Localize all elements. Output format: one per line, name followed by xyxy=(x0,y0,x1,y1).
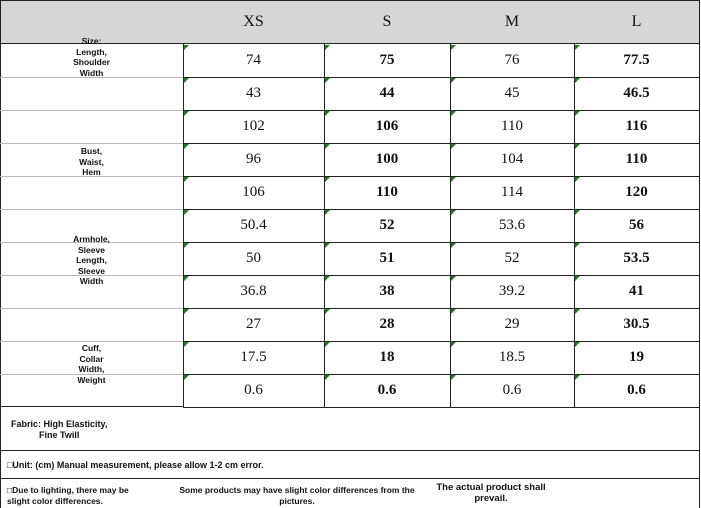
size-value: 41 xyxy=(574,275,700,309)
size-value: 17.5 xyxy=(183,341,325,375)
size-value: 43 xyxy=(183,77,325,111)
row-divider xyxy=(0,110,183,111)
size-value: 76 xyxy=(450,44,575,78)
size-value: 110 xyxy=(450,110,575,144)
side-label-line: Width, xyxy=(78,364,105,374)
size-value: 52 xyxy=(450,242,575,276)
row-divider xyxy=(0,242,183,243)
size-value: 18.5 xyxy=(450,341,575,375)
note: Some products may have slight color diff… xyxy=(169,485,425,507)
size-value: 51 xyxy=(324,242,451,276)
row-divider xyxy=(0,374,183,375)
size-value: 96 xyxy=(183,143,325,177)
size-value: 28 xyxy=(324,308,451,342)
note-line: prevail. xyxy=(474,493,508,504)
size-value: 110 xyxy=(324,176,451,210)
side-label-line: Sleeve xyxy=(78,265,105,276)
size-value: 74 xyxy=(183,44,325,78)
size-value: 27 xyxy=(183,308,325,342)
size-value: 50 xyxy=(183,242,325,276)
size-value: 29 xyxy=(450,308,575,342)
header-corner xyxy=(0,0,184,44)
row-divider xyxy=(0,77,183,78)
side-label-line: Weight xyxy=(77,374,106,385)
side-label-line: Width xyxy=(79,67,104,78)
side-label-line: Sleeve xyxy=(78,244,105,255)
size-value: 116 xyxy=(574,110,700,144)
row-divider xyxy=(0,275,183,276)
fabric-row: Fabric: High Elasticity, Fine Twill xyxy=(0,407,700,451)
side-label-line: Length, xyxy=(76,255,107,265)
side-label-line: Collar xyxy=(79,353,104,364)
side-label: Armhole, Sleeve Length, Sleeve Width xyxy=(0,234,183,287)
size-value: 36.8 xyxy=(183,275,325,309)
size-value: 53.6 xyxy=(450,209,575,243)
side-label-line: Waist, xyxy=(79,156,104,167)
unit-row: □Unit: (cm) Manual measurement, please a… xyxy=(0,451,700,479)
size-value: 19 xyxy=(574,341,700,375)
header-cell: M xyxy=(450,0,575,44)
row-divider xyxy=(0,143,183,144)
size-value: 56 xyxy=(574,209,700,243)
fabric-line: Fabric: High Elasticity, xyxy=(11,419,108,429)
size-value: 18 xyxy=(324,341,451,375)
note-line: The actual product shall xyxy=(436,482,546,493)
size-value: 104 xyxy=(450,143,575,177)
row-divider xyxy=(0,341,183,342)
row-divider xyxy=(0,209,183,210)
row-divider xyxy=(0,176,183,177)
size-value: 0.6 xyxy=(324,374,451,408)
size-value: 38 xyxy=(324,275,451,309)
size-value: 0.6 xyxy=(183,374,325,408)
size-value: 50.4 xyxy=(183,209,325,243)
header-cell: XS xyxy=(183,0,325,44)
side-label-line: Hem xyxy=(82,167,101,177)
note-line: Some products may have slight color diff… xyxy=(179,485,415,495)
size-value: 102 xyxy=(183,110,325,144)
note: The actual product shall prevail. xyxy=(431,482,551,504)
side-label-line: Armhole, xyxy=(73,234,110,244)
side-label-line: Shoulder xyxy=(73,57,110,67)
header-cell: L xyxy=(574,0,700,44)
note: □Due to lighting, there may be slight col… xyxy=(7,485,167,507)
row-divider xyxy=(0,308,183,309)
side-label: Bust, Waist, Hem xyxy=(0,146,183,178)
size-value: 44 xyxy=(324,77,451,111)
size-value: 106 xyxy=(324,110,451,144)
size-value: 46.5 xyxy=(574,77,700,111)
size-value: 45 xyxy=(450,77,575,111)
side-label-line: Length, xyxy=(76,46,107,57)
note-line: slight color differences. xyxy=(7,496,103,506)
side-column xyxy=(0,44,184,407)
side-label-line: Cuff, xyxy=(81,343,102,353)
note-line: pictures. xyxy=(279,496,315,506)
header-cell: S xyxy=(324,0,451,44)
size-value: 106 xyxy=(183,176,325,210)
size-value: 0.6 xyxy=(450,374,575,408)
size-value: 114 xyxy=(450,176,575,210)
side-label-line: Bust, xyxy=(80,146,103,156)
size-value: 77.5 xyxy=(574,44,700,78)
side-label-line: Width xyxy=(79,276,104,286)
notes-row: □Due to lighting, there may be slight col… xyxy=(0,479,700,508)
note-line: □Due to lighting, there may be xyxy=(7,485,129,495)
size-value: 53.5 xyxy=(574,242,700,276)
side-label: Size: Length, Shoulder Width xyxy=(0,36,183,78)
side-label-line: Size: xyxy=(81,36,102,46)
size-value: 120 xyxy=(574,176,700,210)
size-value: 30.5 xyxy=(574,308,700,342)
fabric-text: Fabric: High Elasticity, Fine Twill xyxy=(11,419,107,441)
fabric-line: Fine Twill xyxy=(39,430,80,440)
side-label: Cuff, Collar Width, Weight xyxy=(0,343,183,385)
size-value: 75 xyxy=(324,44,451,78)
size-value: 39.2 xyxy=(450,275,575,309)
size-value: 110 xyxy=(574,143,700,177)
size-value: 0.6 xyxy=(574,374,700,408)
size-value: 52 xyxy=(324,209,451,243)
size-value: 100 xyxy=(324,143,451,177)
